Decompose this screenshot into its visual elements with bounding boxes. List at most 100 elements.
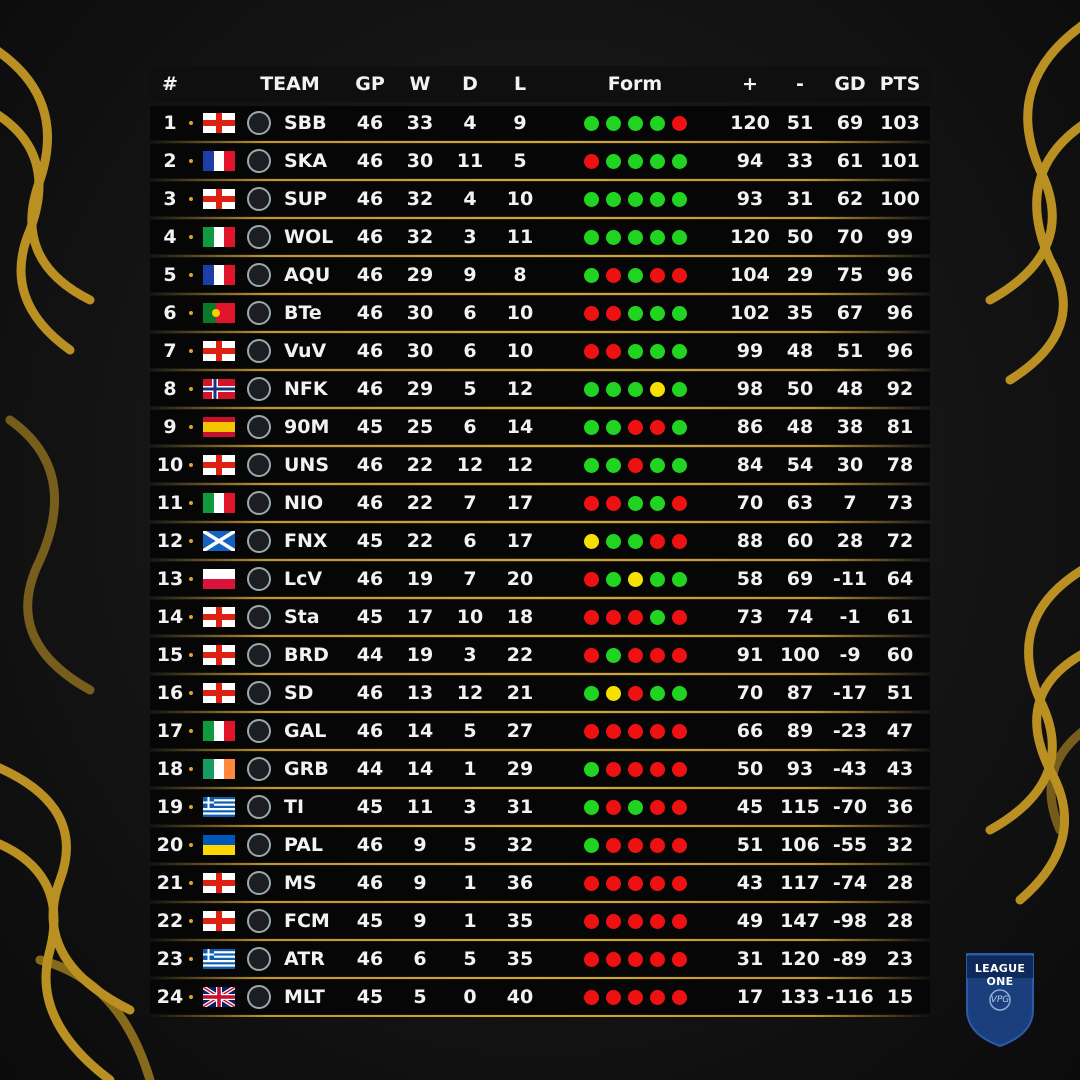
gold-dot-separator (188, 106, 194, 140)
goal-difference-cell: -17 (832, 682, 868, 704)
wins-cell: 19 (406, 568, 434, 590)
games-played-cell: 45 (356, 416, 384, 438)
team-name-cell: GAL (284, 720, 327, 742)
losses-cell: 22 (506, 644, 534, 666)
games-played-cell: 46 (356, 150, 384, 172)
goals-against-cell: 89 (786, 720, 814, 742)
form-loss-dot (671, 723, 687, 739)
games-played-cell: 46 (356, 302, 384, 324)
dot-icon (189, 919, 193, 923)
points-cell: 92 (886, 378, 914, 400)
draws-cell: 5 (463, 378, 477, 400)
wins-cell: 29 (406, 264, 434, 286)
team-name-cell: PAL (284, 834, 323, 856)
goals-for-cell: 50 (736, 758, 764, 780)
form-cell (560, 980, 710, 1014)
header-team: TEAM (260, 73, 320, 95)
gold-dot-separator (188, 828, 194, 862)
goals-for-cell: 104 (730, 264, 770, 286)
wins-cell: 14 (406, 720, 434, 742)
team-logo-icon (244, 980, 274, 1014)
form-loss-dot (671, 495, 687, 511)
points-cell: 61 (886, 606, 914, 628)
table-row: 17 GAL 46 14 5 27 66 89 -23 47 (150, 714, 930, 751)
form-win-dot (605, 229, 621, 245)
draws-cell: 5 (463, 948, 477, 970)
dot-icon (189, 843, 193, 847)
goals-against-cell: 115 (780, 796, 820, 818)
team-logo-icon (244, 714, 274, 748)
goal-difference-cell: 7 (843, 492, 857, 514)
goal-difference-cell: -11 (832, 568, 868, 590)
form-win-dot (605, 191, 621, 207)
team-crest-icon (247, 263, 271, 287)
rank-cell: 20 (156, 834, 184, 856)
draws-cell: 6 (463, 416, 477, 438)
points-cell: 96 (886, 264, 914, 286)
wins-cell: 30 (406, 150, 434, 172)
form-cell (560, 714, 710, 748)
games-played-cell: 46 (356, 720, 384, 742)
shield-icon (966, 953, 1034, 1048)
points-cell: 103 (880, 112, 920, 134)
dot-icon (189, 425, 193, 429)
form-cell (560, 600, 710, 634)
uk-flag-icon (202, 980, 236, 1014)
goals-for-cell: 84 (736, 454, 764, 476)
league-badge-sub: VPG (990, 995, 1010, 1005)
form-cell (560, 866, 710, 900)
dot-icon (189, 881, 193, 885)
wins-cell: 22 (406, 454, 434, 476)
table-row: 11 NIO 46 22 7 17 70 63 7 73 (150, 486, 930, 523)
goals-against-cell: 35 (786, 302, 814, 324)
league-standings-table: # TEAM GP W D L Form + - GD PTS 1 SBB 46 33… (150, 66, 930, 1017)
form-cell (560, 334, 710, 368)
points-cell: 43 (886, 758, 914, 780)
form-loss-dot (671, 951, 687, 967)
team-crest-icon (247, 909, 271, 933)
team-logo-icon (244, 942, 274, 976)
rank-cell: 5 (163, 264, 177, 286)
points-cell: 60 (886, 644, 914, 666)
goals-for-cell: 70 (736, 682, 764, 704)
form-loss-dot (583, 875, 599, 891)
form-draw-dot (627, 571, 643, 587)
form-loss-dot (605, 723, 621, 739)
goals-for-cell: 31 (736, 948, 764, 970)
gold-dot-separator (188, 258, 194, 292)
greece-flag-icon (202, 942, 236, 976)
rank-cell: 10 (156, 454, 184, 476)
goals-for-cell: 102 (730, 302, 770, 324)
form-win-dot (583, 837, 599, 853)
table-row: 16 SD 46 13 12 21 70 87 -17 51 (150, 676, 930, 713)
rank-cell: 19 (156, 796, 184, 818)
form-win-dot (605, 153, 621, 169)
form-loss-dot (627, 419, 643, 435)
rank-cell: 1 (163, 112, 177, 134)
team-name-cell: SD (284, 682, 314, 704)
gold-dot-separator (188, 182, 194, 216)
goals-for-cell: 51 (736, 834, 764, 856)
team-crest-icon (247, 491, 271, 515)
goals-against-cell: 147 (780, 910, 820, 932)
team-crest-icon (247, 947, 271, 971)
table-row: 19 TI 45 11 3 31 45 115 -70 36 (150, 790, 930, 827)
games-played-cell: 46 (356, 340, 384, 362)
team-crest-icon (247, 643, 271, 667)
goal-difference-cell: 62 (836, 188, 864, 210)
gold-dot-separator (188, 372, 194, 406)
form-loss-dot (649, 533, 665, 549)
dot-icon (189, 463, 193, 467)
table-row: 13 LcV 46 19 7 20 58 69 -11 64 (150, 562, 930, 599)
table-row: 7 VuV 46 30 6 10 99 48 51 96 (150, 334, 930, 371)
form-cell (560, 372, 710, 406)
wins-cell: 9 (413, 834, 427, 856)
losses-cell: 29 (506, 758, 534, 780)
form-win-dot (649, 229, 665, 245)
gold-dot-separator (188, 486, 194, 520)
table-row: 10 UNS 46 22 12 12 84 54 30 78 (150, 448, 930, 485)
dot-icon (189, 767, 193, 771)
team-logo-icon (244, 258, 274, 292)
form-loss-dot (605, 875, 621, 891)
form-win-dot (649, 305, 665, 321)
